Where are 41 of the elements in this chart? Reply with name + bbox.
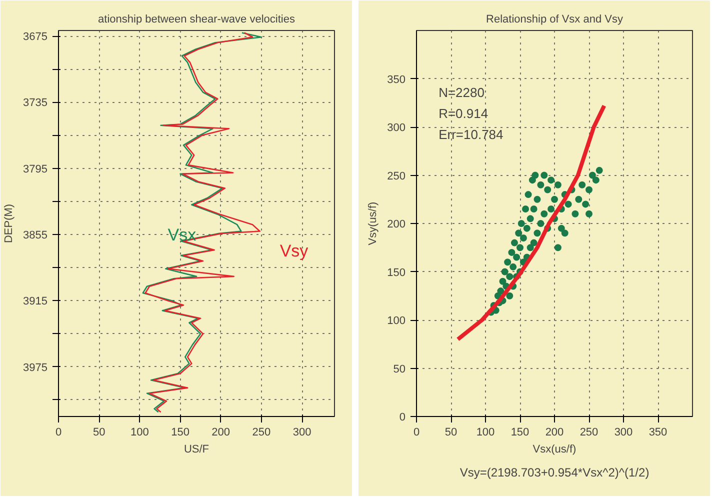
y-tick-label: 350 (387, 74, 406, 86)
series-label: Vsy (280, 242, 309, 261)
x-tick-label: 50 (444, 426, 458, 438)
annotation: R=0.914 (438, 106, 488, 121)
annotation: N=2280 (438, 84, 484, 100)
x-tick-label: 50 (92, 426, 106, 438)
x-tick-label: 300 (614, 426, 633, 438)
y-tick-label: 150 (387, 266, 406, 279)
x-tick-label: 100 (476, 426, 495, 438)
chart-title: ationship between shear-wave velocities (98, 14, 296, 26)
annotation: Err=10.784 (438, 127, 504, 142)
y-tick-label: 3795 (23, 163, 48, 176)
y-tick-label: 3675 (23, 31, 48, 44)
x-tick-label: 350 (648, 426, 668, 438)
y-tick-label: 3975 (23, 362, 48, 374)
x-tick-label: 250 (252, 426, 271, 438)
x-tick-label: 250 (580, 426, 598, 438)
y-tick-label: 200 (387, 218, 406, 230)
x-tick-label: 0 (55, 426, 62, 438)
y-tick-label: 50 (393, 363, 406, 376)
x-tick-label: 150 (510, 426, 530, 438)
y-axis-title: Vsy(us/f) (367, 202, 380, 246)
y-axis-title: DEP(M) (3, 204, 16, 244)
y-tick-label: 0 (399, 412, 406, 424)
y-tick-label: 300 (387, 122, 406, 134)
x-tick-label: 300 (292, 426, 312, 438)
y-tick-label: 3855 (23, 230, 48, 242)
x-tick-label: 200 (212, 426, 230, 438)
series-label: Vsx (168, 226, 197, 245)
x-tick-label: 150 (171, 426, 190, 438)
y-tick-label: 100 (387, 315, 406, 327)
y-tick-label: 3735 (23, 97, 48, 110)
x-tick-label: 100 (130, 426, 149, 438)
y-tick-label: 3915 (23, 296, 48, 308)
y-tick-label: 250 (387, 170, 406, 182)
chart-title: Relationship of Vsx and Vsy (486, 14, 624, 26)
x-tick-label: 0 (413, 426, 420, 438)
x-tick-label: 200 (545, 426, 564, 438)
text: Vsy=(2198.703+0.954*Vsx^2)^(1/2) (460, 466, 650, 480)
x-axis-title: Vsx(us/f) (532, 444, 576, 456)
x-axis-title: US/F (184, 444, 210, 456)
